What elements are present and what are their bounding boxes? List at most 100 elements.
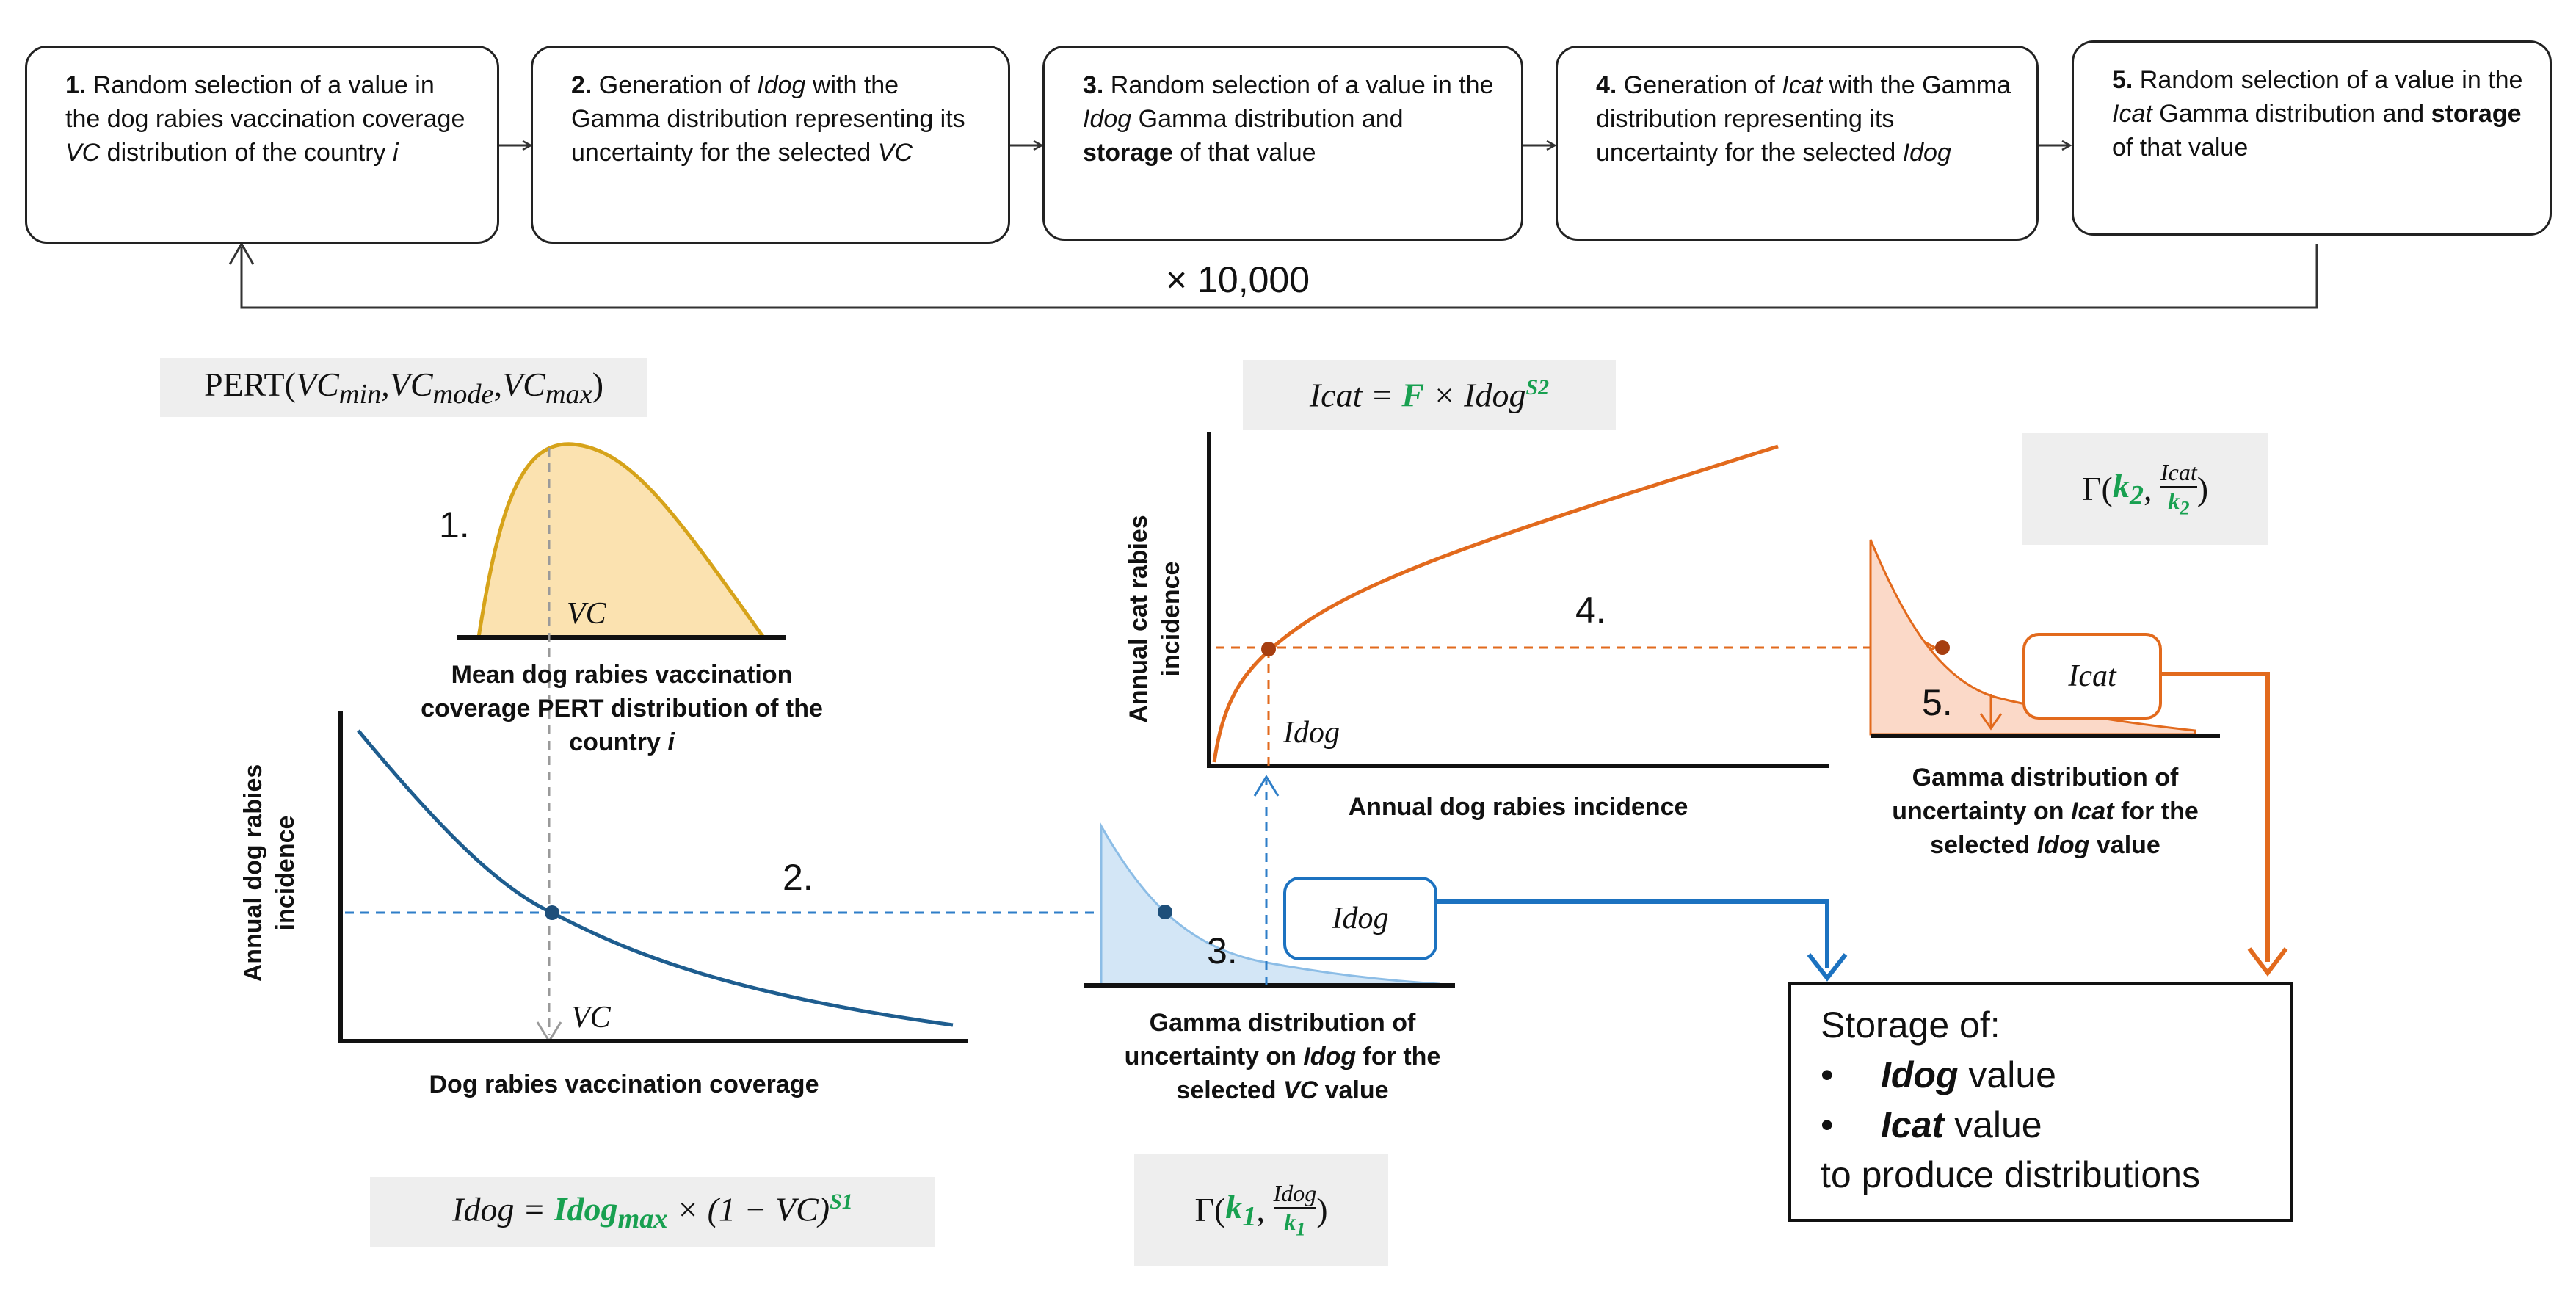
- step-4-em2: Idog: [1902, 139, 1951, 167]
- step-2-number: 2.: [571, 71, 592, 99]
- step-box-1: 1. Random selection of a value in the do…: [25, 46, 499, 244]
- gamma-dog-caption-a: Gamma distribution of uncertainty on: [1124, 1009, 1416, 1071]
- step-3-strong: storage: [1083, 139, 1173, 167]
- dog-decay-curve: [357, 729, 954, 1027]
- gamma-cat-formula: Γ(k2, Icat k2): [2022, 433, 2268, 545]
- icat-to-storage-arrow: [2161, 672, 2270, 962]
- dog-x-axis-label: Dog rabies vaccination coverage: [429, 1071, 819, 1098]
- step-3-text-c: of that value: [1172, 139, 1316, 167]
- gamma-cat-formula-text: Γ(k2, Icat k2): [2081, 458, 2209, 519]
- pert-step-label: 1.: [439, 504, 470, 546]
- gamma-cat-caption-c: value: [2089, 831, 2160, 859]
- step-3-text-a: Random selection of a value in the: [1103, 71, 1494, 99]
- step-4-number: 4.: [1596, 71, 1617, 99]
- storage-item-icat-text: value: [1944, 1104, 2042, 1145]
- loop-label: × 10,000: [1166, 259, 1310, 300]
- storage-item-icat: • Icat value: [1821, 1100, 2261, 1150]
- step-2-em: Idog: [757, 71, 806, 99]
- loop-arrow: [240, 244, 2318, 309]
- step-1-text-a: Random selection of a value in the dog r…: [65, 71, 465, 133]
- gamma-cat-down-arrowhead: [1979, 713, 2003, 731]
- step-4-text-b: with the Gamma distribution representing…: [1596, 71, 2011, 167]
- idog-tag: Idog: [1283, 877, 1437, 960]
- gamma-dog-caption-em: Idog: [1303, 1043, 1357, 1071]
- step-2-text-a: Generation of: [592, 71, 758, 99]
- step-5-number: 5.: [2112, 66, 2133, 94]
- storage-box: Storage of: • Idog value • Icat value to p…: [1788, 982, 2293, 1222]
- step-box-3: 3. Random selection of a value in the Id…: [1042, 46, 1523, 241]
- pert-curve: [476, 442, 767, 640]
- step-3-number: 3.: [1083, 71, 1104, 99]
- step-1-em: VC: [65, 139, 101, 167]
- gamma-cat-caption-em2: Idog: [2036, 831, 2090, 859]
- gamma-cat-distribution: [1869, 539, 2220, 738]
- gamma-dog-distribution: [1084, 775, 1455, 988]
- pert-distribution: [457, 442, 786, 640]
- step-1-number: 1.: [65, 71, 87, 99]
- step-5-strong: storage: [2431, 100, 2522, 128]
- loop-arrowhead: [228, 241, 255, 265]
- step-5-text-c: of that value: [2112, 134, 2249, 162]
- pert-caption-i: i: [667, 728, 675, 756]
- step-box-4: 4. Generation of Icat with the Gamma dis…: [1556, 46, 2039, 241]
- icat-formula: Icat = F × IdogS2: [1243, 360, 1616, 430]
- gamma-cat-caption-b: for the selected: [1930, 797, 2199, 859]
- idog-to-storage-arrow: [1437, 899, 1829, 968]
- dog-y-axis-label: Annual dog rabies incidence: [239, 764, 300, 982]
- gamma-dog-formula-text: Γ(k1, Idog k1): [1194, 1179, 1328, 1240]
- cat-y-axis-label: Annual cat rabies incidence: [1125, 515, 1185, 723]
- step-5-text-b: Gamma distribution and: [2152, 100, 2431, 128]
- storage-title: Storage of:: [1821, 1004, 2000, 1046]
- storage-item-idog-text: value: [1958, 1054, 2056, 1095]
- gamma-dog-point: [1158, 905, 1172, 919]
- step-box-2: 2. Generation of Idog with the Gamma dis…: [531, 46, 1010, 244]
- step-5-text-a: Random selection of a value in the: [2133, 66, 2523, 94]
- step-1-em2: i: [393, 139, 399, 167]
- storage-bullet: •: [1821, 1054, 1834, 1095]
- step-1-text-b: distribution of the country: [100, 139, 393, 167]
- step-5-em: Icat: [2112, 100, 2152, 128]
- step-4-text-a: Generation of: [1617, 71, 1782, 99]
- cat-selected-point: [1261, 642, 1276, 656]
- storage-footer: to produce distributions: [1821, 1154, 2200, 1195]
- pert-vc-label: VC: [567, 597, 606, 631]
- step-3-em: Idog: [1083, 105, 1132, 133]
- gamma-dog-curve: [1100, 822, 1440, 987]
- gamma-cat-point: [1935, 640, 1950, 655]
- icat-formula-text: Icat = F × IdogS2: [1309, 375, 1550, 414]
- idog-formula: Idog = Idogmax × (1 − VC)S1: [370, 1177, 935, 1247]
- gamma-dog-caption-c: value: [1318, 1076, 1389, 1104]
- dog-incidence-chart: [338, 711, 1153, 1043]
- gamma-dog-caption-b: for the selected: [1176, 1043, 1441, 1104]
- idog-to-storage-arrowhead: [1807, 953, 1848, 982]
- gamma-cat-caption-em: Icat: [2070, 797, 2114, 825]
- step-3-text-b: Gamma distribution and: [1131, 105, 1404, 133]
- icat-tag: Icat: [2022, 633, 2162, 720]
- pert-formula-text: PERT(VCmin,VCmode,VCmax): [203, 365, 604, 410]
- step-box-5: 5. Random selection of a value in the Ic…: [2072, 40, 2552, 236]
- cat-x-axis-label: Annual dog rabies incidence: [1348, 793, 1688, 821]
- icat-to-storage-arrowhead: [2247, 947, 2288, 977]
- idog-formula-text: Idog = Idogmax × (1 − VC)S1: [452, 1189, 853, 1235]
- step-2-text-b: with the Gamma distribution representing…: [571, 71, 965, 167]
- storage-item-idog: • Idog value: [1821, 1050, 2261, 1100]
- gamma-dog-formula: Γ(k1, Idog k1): [1134, 1154, 1388, 1266]
- gamma-cat-caption: Gamma distribution of uncertainty on Ica…: [1853, 761, 2238, 862]
- storage-item-idog-em: Idog: [1881, 1054, 1959, 1095]
- pert-caption-text: Mean dog rabies vaccination coverage PER…: [421, 661, 823, 756]
- step-2-label: 2.: [783, 857, 813, 898]
- storage-bullet: •: [1821, 1104, 1834, 1145]
- step-3-label: 3.: [1207, 930, 1238, 971]
- dog-selected-point: [545, 905, 559, 920]
- dog-vc-label: VC: [571, 1001, 611, 1035]
- cat-power-curve: [1212, 444, 1779, 763]
- gamma-cat-caption-a: Gamma distribution of uncertainty on: [1892, 764, 2179, 825]
- cat-idog-label: Idog: [1283, 716, 1340, 750]
- step-4-em: Icat: [1782, 71, 1823, 99]
- step-4-label: 4.: [1575, 590, 1606, 631]
- pert-caption: Mean dog rabies vaccination coverage PER…: [411, 658, 832, 759]
- step-5-label: 5.: [1922, 682, 1953, 723]
- gamma-cat-curve: [1869, 539, 2196, 736]
- gamma-dog-caption-em2: VC: [1282, 1076, 1318, 1104]
